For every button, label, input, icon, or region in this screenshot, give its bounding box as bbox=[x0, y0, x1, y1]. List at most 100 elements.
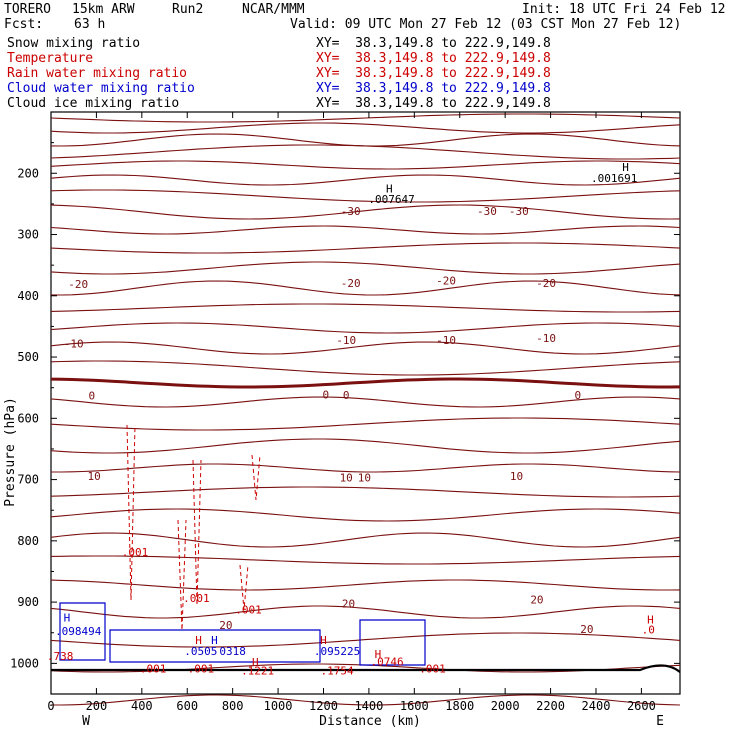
isotherm bbox=[50, 225, 681, 235]
h-marker: H bbox=[64, 611, 71, 624]
mixing-ratio-label: .1754 bbox=[321, 665, 354, 678]
isotherm bbox=[50, 113, 681, 123]
temperature-label: -20 bbox=[68, 278, 88, 291]
temperature-label: -20 bbox=[536, 277, 556, 290]
mixing-ratio-label: .007647 bbox=[368, 193, 414, 206]
mixing-ratio-label: .001 bbox=[419, 662, 446, 675]
temperature-label: -10 bbox=[436, 334, 456, 347]
h-marker: H bbox=[252, 656, 259, 669]
h-marker: H bbox=[211, 634, 218, 647]
mixing-ratio-label: .098494 bbox=[55, 625, 102, 638]
legend-label: Temperature bbox=[7, 51, 94, 66]
freezing-isotherm bbox=[50, 377, 681, 389]
isotherm bbox=[50, 189, 681, 203]
west-label: W bbox=[82, 714, 90, 729]
header-valid: Valid: 09 UTC Mon 27 Feb 12 (03 CST Mon … bbox=[290, 17, 682, 32]
temperature-label: -30 bbox=[341, 205, 361, 218]
temperature-label: 20 bbox=[530, 594, 543, 607]
isotherm bbox=[50, 417, 681, 431]
x-tick-label: 2400 bbox=[582, 699, 611, 713]
y-tick-label: 1000 bbox=[10, 656, 39, 670]
isotherm bbox=[50, 508, 681, 522]
mixing-ratio-label: .001 bbox=[122, 546, 149, 559]
isotherm bbox=[50, 160, 681, 170]
isotherm bbox=[50, 303, 681, 313]
mixing-ratio-label: .095225 bbox=[314, 645, 360, 658]
temperature-label: -30 bbox=[509, 205, 529, 218]
temperature-label: 0 bbox=[343, 389, 350, 402]
legend-xy: XY= 38.3,149.8 to 222.9,149.8 bbox=[316, 96, 551, 111]
x-tick-label: 1400 bbox=[354, 699, 383, 713]
header-fcst-value: 63 h bbox=[74, 17, 106, 32]
mixing-ratio-label: .001 bbox=[183, 592, 210, 605]
rain-contour bbox=[126, 424, 136, 601]
x-tick-label: 400 bbox=[131, 699, 153, 713]
header-fcst-label: Fcst: bbox=[4, 17, 44, 32]
header-run: Run2 bbox=[172, 2, 204, 17]
mixing-ratio-label: .738 bbox=[47, 650, 74, 663]
contour-labels: -30 -30 -30 -20 -20 -20 -20 -10 -10 -10 -10 0 0 0 0 10 1… bbox=[47, 161, 655, 678]
x-tick-label: 1200 bbox=[309, 699, 338, 713]
temperature-label: 0 bbox=[322, 388, 329, 401]
x-tick-label: 1600 bbox=[400, 699, 429, 713]
h-marker: H bbox=[320, 634, 327, 647]
x-tick-label: 800 bbox=[222, 699, 244, 713]
contour-lines bbox=[50, 113, 681, 706]
mixing-ratio-label: .1221 bbox=[241, 665, 274, 678]
rain-contour bbox=[239, 564, 249, 611]
isotherm bbox=[50, 144, 681, 160]
x-tick-label: 200 bbox=[86, 699, 108, 713]
x-tick-label: 2600 bbox=[627, 699, 656, 713]
isotherm bbox=[50, 261, 681, 275]
temperature-label: 20 bbox=[580, 623, 593, 636]
y-axis-label: Pressure (hPa) bbox=[3, 397, 18, 507]
temperature-label: 0 bbox=[89, 390, 96, 403]
header-model: TORERO bbox=[4, 2, 51, 17]
isotherm bbox=[50, 579, 681, 591]
mixing-ratio-label: .0746 bbox=[371, 656, 404, 669]
header-resolution: 15km ARW bbox=[72, 2, 135, 17]
rain-contour bbox=[192, 459, 202, 606]
isotherm bbox=[50, 486, 681, 498]
isotherm bbox=[50, 341, 681, 355]
rain-contour bbox=[251, 454, 261, 501]
isotherm bbox=[51, 694, 681, 706]
x-axis-label: Distance (km) bbox=[319, 714, 421, 729]
mixing-ratio-label: .001691 bbox=[591, 172, 637, 185]
y-tick-label: 600 bbox=[17, 411, 39, 425]
h-marker: H bbox=[195, 634, 202, 647]
mixing-ratio-label: .001 bbox=[235, 603, 262, 616]
mixing-ratio-label: .001 bbox=[140, 662, 167, 675]
plot-frame bbox=[50, 111, 681, 695]
temperature-label: -10 bbox=[64, 338, 84, 351]
temperature-label: 10 bbox=[340, 472, 353, 485]
isotherm bbox=[50, 280, 681, 296]
temperature-label: 10 bbox=[88, 470, 101, 483]
legend-label: Cloud ice mixing ratio bbox=[7, 96, 180, 111]
y-tick-label: 400 bbox=[17, 289, 39, 303]
h-marker: H bbox=[375, 648, 382, 661]
isotherm bbox=[50, 396, 681, 408]
x-tick-label: 0 bbox=[47, 699, 54, 713]
y-tick-label: 700 bbox=[17, 473, 39, 487]
isotherm bbox=[50, 242, 681, 254]
legend-xy: XY= 38.3,149.8 to 222.9,149.8 bbox=[316, 36, 551, 51]
isotherm bbox=[50, 555, 681, 565]
temperature-label: -30 bbox=[477, 205, 497, 218]
x-tick-label: 2200 bbox=[536, 699, 565, 713]
x-tick-label: 600 bbox=[176, 699, 198, 713]
isotherm bbox=[50, 438, 681, 454]
y-tick-label: 300 bbox=[17, 228, 39, 242]
temperature-label: -20 bbox=[436, 274, 456, 287]
y-tick-label: 900 bbox=[17, 595, 39, 609]
isotherm bbox=[50, 360, 681, 376]
isotherm bbox=[50, 174, 681, 186]
legend-xy: XY= 38.3,149.8 to 222.9,149.8 bbox=[316, 66, 551, 81]
y-tick-label: 500 bbox=[17, 350, 39, 364]
isotherm bbox=[50, 632, 681, 648]
mixing-ratio-label: .0 bbox=[642, 624, 655, 637]
x-tick-label: 1000 bbox=[264, 699, 293, 713]
h-marker: H bbox=[622, 161, 629, 174]
temperature-label: 10 bbox=[510, 470, 523, 483]
